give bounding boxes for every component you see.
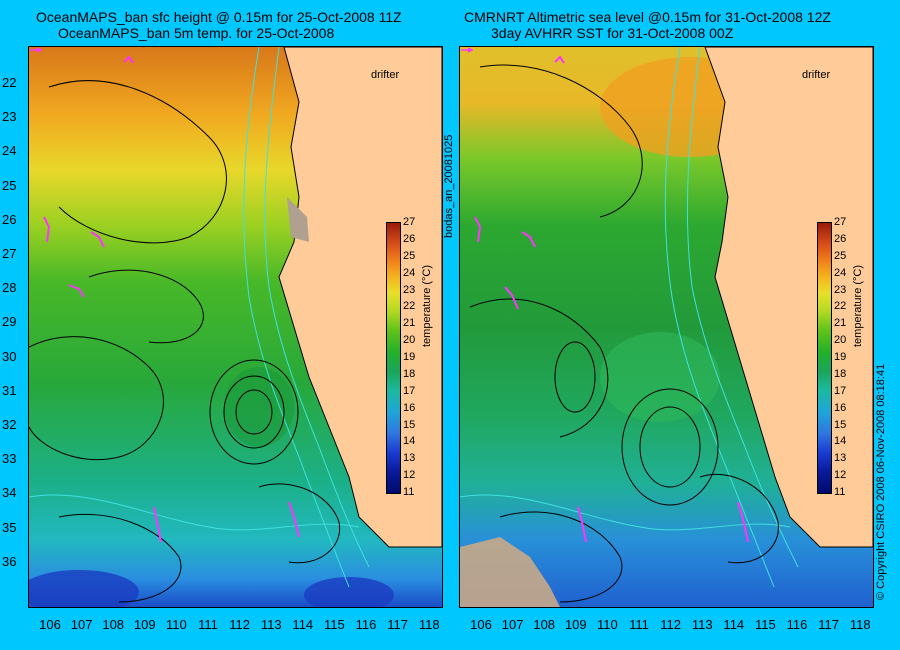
right-longitude-axis: 106 107 108 109 110 111 112 113 114 115 116 117 118 xyxy=(459,618,872,638)
longitude-label: 107 xyxy=(502,618,524,631)
longitude-label: 112 xyxy=(229,618,250,631)
colorbar-tick-label: 12 xyxy=(834,470,846,481)
longitude-label: 106 xyxy=(470,618,492,631)
longitude-label: 114 xyxy=(292,618,313,631)
colorbar-tick-label: 13 xyxy=(834,453,846,464)
colorbar-tick-label: 20 xyxy=(834,335,846,346)
latitude-label: 34 xyxy=(2,486,16,499)
colorbar-tick-label: 15 xyxy=(834,420,846,431)
middle-vertical-text: bodas_an_20081025 xyxy=(443,135,455,238)
longitude-label: 109 xyxy=(134,618,156,631)
longitude-label: 111 xyxy=(198,618,218,631)
longitude-label: 106 xyxy=(39,618,61,631)
longitude-label: 113 xyxy=(261,618,282,631)
colorbar-tick-label: 27 xyxy=(403,217,415,228)
colorbar-tick-label: 16 xyxy=(834,403,846,414)
longitude-label: 117 xyxy=(387,618,408,631)
longitude-label: 116 xyxy=(787,618,808,631)
latitude-label: 26 xyxy=(2,213,16,226)
latitude-label: 31 xyxy=(2,384,16,397)
colorbar-tick-label: 13 xyxy=(403,453,415,464)
left-title-line2: OceanMAPS_ban 5m temp. for 25-Oct-2008 xyxy=(58,25,334,41)
latitude-label: 36 xyxy=(2,555,16,568)
colorbar-tick-label: 19 xyxy=(403,352,415,363)
right-title-line2: 3day AVHRR SST for 31-Oct-2008 00Z xyxy=(491,25,733,41)
colorbar-tick-label: 23 xyxy=(834,285,846,296)
longitude-label: 107 xyxy=(71,618,93,631)
latitude-label: 22 xyxy=(2,76,16,89)
colorbar-tick-label: 16 xyxy=(403,403,415,414)
left-title-line1: OceanMAPS_ban sfc height @ 0.15m for 25-… xyxy=(36,9,402,25)
colorbar-tick-label: 27 xyxy=(834,217,846,228)
left-colorbar-label: temperature (°C) xyxy=(421,237,433,347)
latitude-label: 28 xyxy=(2,281,16,294)
left-longitude-axis: 106 107 108 109 110 111 112 113 114 115 116 117 118 xyxy=(28,618,441,638)
colorbar-tick-label: 17 xyxy=(403,386,415,397)
colorbar-tick-label: 22 xyxy=(403,301,415,312)
right-title-line1: CMRNRT Altimetric sea level @0.15m for 3… xyxy=(464,9,831,25)
left-colorbar xyxy=(386,222,401,494)
colorbar-tick-label: 18 xyxy=(834,369,846,380)
colorbar-tick-label: 21 xyxy=(834,318,846,329)
right-drifter-icon xyxy=(460,47,474,53)
colorbar-tick-label: 18 xyxy=(403,369,415,380)
latitude-label: 24 xyxy=(2,144,16,157)
colorbar-tick-label: 23 xyxy=(403,285,415,296)
colorbar-tick-label: 21 xyxy=(403,318,415,329)
longitude-label: 118 xyxy=(419,618,440,631)
right-eddy-field xyxy=(600,332,720,422)
longitude-label: 111 xyxy=(629,618,649,631)
latitude-label: 25 xyxy=(2,179,16,192)
longitude-label: 116 xyxy=(356,618,377,631)
latitude-label: 23 xyxy=(2,110,16,123)
longitude-label: 115 xyxy=(324,618,345,631)
colorbar-tick-label: 20 xyxy=(403,335,415,346)
longitude-label: 109 xyxy=(565,618,587,631)
latitude-label: 35 xyxy=(2,521,16,534)
colorbar-tick-label: 25 xyxy=(834,251,846,262)
colorbar-tick-label: 26 xyxy=(834,234,846,245)
longitude-label: 112 xyxy=(660,618,681,631)
longitude-label: 113 xyxy=(692,618,713,631)
colorbar-tick-label: 11 xyxy=(834,487,845,498)
colorbar-tick-label: 26 xyxy=(403,234,415,245)
colorbar-tick-label: 14 xyxy=(834,436,846,447)
right-map-svg xyxy=(460,47,873,607)
longitude-label: 117 xyxy=(818,618,839,631)
colorbar-tick-label: 24 xyxy=(834,268,846,279)
right-drifter-label: drifter xyxy=(802,69,830,81)
colorbar-tick-label: 22 xyxy=(834,301,846,312)
colorbar-tick-label: 25 xyxy=(403,251,415,262)
left-map-panel: drifter 27 26 25 24 23 22 21 20 19 18 17 16 15 14 13 12… xyxy=(28,46,443,608)
colorbar-tick-label: 11 xyxy=(403,487,414,498)
colorbar-tick-label: 19 xyxy=(834,352,846,363)
latitude-label: 33 xyxy=(2,452,16,465)
longitude-label: 115 xyxy=(755,618,776,631)
left-map-svg xyxy=(29,47,442,607)
longitude-label: 110 xyxy=(597,618,618,631)
left-drifter-icon xyxy=(29,47,43,53)
latitude-label: 30 xyxy=(2,350,16,363)
latitude-label: 27 xyxy=(2,247,16,260)
colorbar-tick-label: 24 xyxy=(403,268,415,279)
colorbar-tick-label: 12 xyxy=(403,470,415,481)
latitude-label: 29 xyxy=(2,315,16,328)
longitude-label: 110 xyxy=(166,618,187,631)
latitude-label: 32 xyxy=(2,418,16,431)
colorbar-tick-label: 17 xyxy=(834,386,846,397)
right-map-panel: drifter 27 26 25 24 23 22 21 20 19 18 17 16 15 14 13 12… xyxy=(459,46,874,608)
left-drifter-label: drifter xyxy=(371,69,399,81)
longitude-label: 114 xyxy=(723,618,744,631)
longitude-label: 108 xyxy=(102,618,124,631)
longitude-label: 118 xyxy=(850,618,871,631)
right-colorbar xyxy=(817,222,832,494)
right-colorbar-label: temperature (°C) xyxy=(852,237,864,347)
colorbar-tick-label: 15 xyxy=(403,420,415,431)
longitude-label: 108 xyxy=(533,618,555,631)
left-latitude-axis: 22 23 24 25 26 27 28 29 30 31 32 33 34 35 36 xyxy=(0,46,28,606)
colorbar-tick-label: 14 xyxy=(403,436,415,447)
copyright-vertical-text: © Copyright CSIRO 2008 06-Nov-2008 08:18… xyxy=(875,364,887,600)
